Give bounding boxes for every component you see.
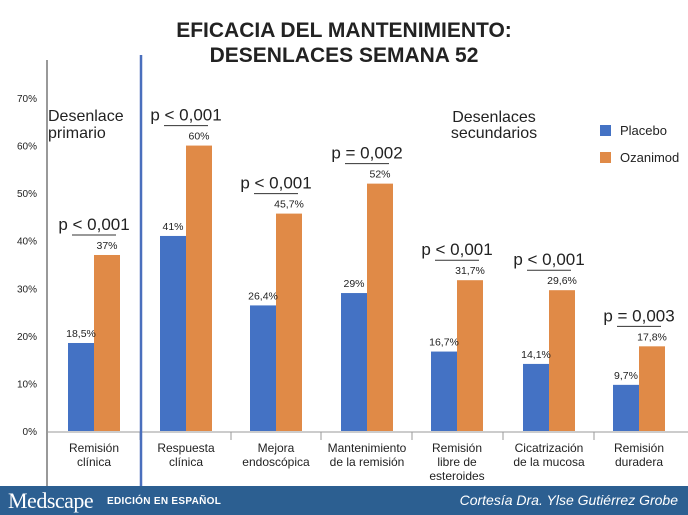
bar-placebo [250,305,276,431]
primary-outcome-label: primario [48,125,106,142]
bar-placebo [341,293,367,431]
bar-ozanimod [457,280,483,431]
bar-placebo [160,235,186,431]
x-category-label: Remisión [432,441,482,455]
chart-title-line: DESENLACES SEMANA 52 [210,44,479,67]
bar-ozanimod [367,183,393,431]
bar-placebo [523,363,549,431]
legend: Placebo Ozanimod [600,123,679,165]
x-category-label: Mejora [258,441,295,455]
x-category-label: clínica [77,455,111,469]
y-axis: 0% 10% 20% 30% 40% 50% 60% 70% [17,60,48,486]
primary-outcome-label: Desenlace [48,108,124,125]
data-label-ozanimod: 17,8% [637,331,667,343]
y-tick-label: 50% [17,189,37,200]
x-axis: RemisiónclínicaRespuestaclínicaMejoraend… [47,55,688,486]
y-tick-label: 70% [17,94,37,105]
bars: 18,5% 37% p < 0,001 41% 60% p < 0,001 26,4% 45,… [58,106,675,432]
x-category-label: duradera [615,455,663,469]
pvalue-text: p < 0,001 [421,240,492,259]
data-label-ozanimod: 60% [188,131,209,143]
pvalue-text: p < 0,001 [150,106,221,125]
brand-logo: Medscape [8,488,94,513]
x-category-label: Remisión [69,441,119,455]
legend-label: Placebo [620,123,667,138]
footer-bar: Medscape EDICIÓN EN ESPAÑOL Cortesía Dra… [0,486,688,515]
x-category-label: Respuesta [157,441,215,455]
x-category-label: clínica [169,455,203,469]
bar-ozanimod [276,213,302,431]
data-label-ozanimod: 29,6% [547,275,577,287]
pvalue-text: p = 0,003 [603,306,674,325]
brand-subtitle: EDICIÓN EN ESPAÑOL [107,496,222,507]
bar-ozanimod [94,254,120,431]
x-category-label: endoscópica [242,455,310,469]
x-category-label: Remisión [614,441,664,455]
chart-title: EFICACIA DEL MANTENIMIENTO:DESENLACES SE… [176,19,512,67]
data-label-placebo: 26,4% [248,290,278,302]
data-label-placebo: 41% [162,221,183,233]
bar-placebo [613,384,639,431]
legend-swatch [600,125,611,136]
pvalue-text: p < 0,001 [513,250,584,269]
secondary-outcome-label: Desenlaces [452,109,536,126]
bar-ozanimod [639,346,665,431]
y-tick-label: 10% [17,379,37,390]
y-tick-label: 30% [17,284,37,295]
y-tick-label: 40% [17,237,37,248]
secondary-outcome-label: secundarios [451,125,537,142]
x-category-label: Cicatrización [515,441,584,455]
data-label-placebo: 18,5% [66,328,96,340]
y-tick-label: 0% [23,427,38,438]
bar-placebo [431,351,457,431]
pvalue-text: p < 0,001 [240,174,311,193]
bar-ozanimod [549,290,575,431]
data-label-placebo: 29% [343,278,364,290]
data-label-ozanimod: 31,7% [455,265,485,277]
y-tick-label: 20% [17,332,37,343]
data-label-placebo: 9,7% [614,370,638,382]
data-label-ozanimod: 37% [96,240,117,252]
pvalue-text: p = 0,002 [331,144,402,163]
legend-swatch [600,152,611,163]
x-category-label: de la remisión [330,455,405,469]
data-label-placebo: 14,1% [521,349,551,361]
data-label-placebo: 16,7% [429,337,459,349]
bar-ozanimod [186,145,212,432]
data-label-ozanimod: 45,7% [274,199,304,211]
legend-label: Ozanimod [620,150,679,165]
x-category-label: libre de [437,455,477,469]
chart-title-line: EFICACIA DEL MANTENIMIENTO: [176,19,512,42]
data-label-ozanimod: 52% [369,169,390,181]
x-category-label: Mantenimiento [328,441,407,455]
pvalue-text: p < 0,001 [58,215,129,234]
x-category-label: de la mucosa [513,455,585,469]
credit-text: Cortesía Dra. Ylse Gutiérrez Grobe [459,492,678,508]
x-category-label: esteroides [429,469,484,483]
bar-placebo [68,342,94,431]
y-tick-label: 60% [17,142,37,153]
